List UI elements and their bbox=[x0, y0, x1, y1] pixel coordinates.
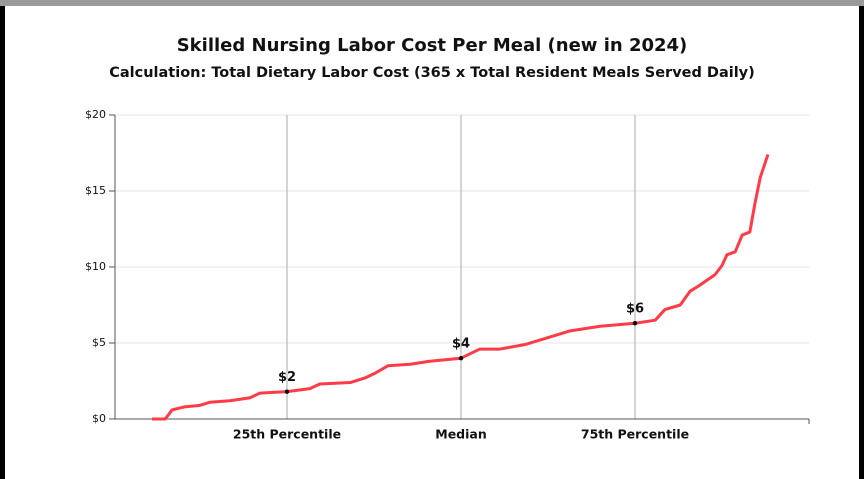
point bbox=[632, 321, 638, 326]
x-tick-label: 75th Percentile bbox=[581, 427, 689, 442]
point-label: $2 bbox=[278, 370, 296, 385]
point bbox=[458, 356, 464, 361]
chart-title: Skilled Nursing Labor Cost Per Meal (new… bbox=[177, 35, 688, 56]
x-tick-label: Median bbox=[435, 427, 486, 442]
point bbox=[284, 389, 290, 394]
chart-subtitle: Calculation: Total Dietary Labor Cost (3… bbox=[109, 65, 755, 81]
x-tick-label: 25th Percentile bbox=[233, 427, 341, 442]
y-tick-label: $0 bbox=[92, 412, 106, 425]
y-tick-label: $10 bbox=[85, 260, 106, 273]
line bbox=[151, 154, 770, 421]
point-label: $4 bbox=[452, 337, 470, 352]
point-label: $6 bbox=[626, 302, 644, 317]
frame-top bbox=[0, 0, 864, 6]
y-tick-label: $15 bbox=[85, 184, 106, 197]
background bbox=[5, 6, 859, 479]
y-tick-label: $5 bbox=[92, 336, 106, 349]
y-tick-label: $20 bbox=[85, 108, 106, 121]
